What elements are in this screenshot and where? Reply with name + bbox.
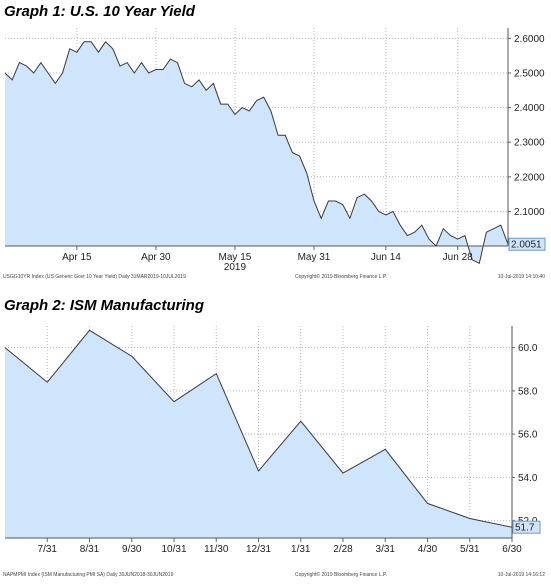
x-tick-label-12-31: 12/31 bbox=[246, 544, 271, 555]
ism-footer-timestamp: 10-Jul-2019 14:16:12 bbox=[498, 572, 545, 578]
y-tick-label-2-4000: 2.4000 bbox=[514, 103, 545, 114]
x-tick-label-6-30: 6/30 bbox=[502, 544, 522, 555]
x-tick-label-11-30: 11/30 bbox=[204, 544, 229, 555]
x-tick-label-may-15: May 15 bbox=[219, 252, 252, 263]
yield-footer-copyright: Copyright© 2019 Bloomberg Finance L.P. bbox=[295, 273, 387, 280]
x-tick-label-8-31: 8/31 bbox=[80, 544, 100, 555]
yield-footer-timestamp: 10-Jul-2019 14:10:40 bbox=[498, 274, 545, 280]
y-tick-label-2-2000: 2.2000 bbox=[514, 172, 545, 183]
ism-area bbox=[5, 330, 512, 538]
x-tick-label-9-30: 9/30 bbox=[122, 544, 142, 555]
yield-y-ticks: 2.6000 2.5000 2.4000 2.3000 2.2000 2.1000 bbox=[508, 34, 545, 218]
x-tick-label-may-31: May 31 bbox=[298, 252, 331, 263]
y-tick-label-2-5000: 2.5000 bbox=[514, 68, 545, 79]
x-tick-label-10-31: 10/31 bbox=[161, 544, 186, 555]
y-tick-label-60-0: 60.0 bbox=[518, 343, 538, 354]
x-tick-label-3-31: 3/31 bbox=[376, 544, 396, 555]
x-tick-label-4-30: 4/30 bbox=[418, 544, 438, 555]
ism-footer-copyright: Copyright© 2019 Bloomberg Finance L.P. bbox=[295, 571, 387, 578]
yield-x-ticks: Apr 15 Apr 30 May 15 May 31 Jun 14 Jun 28 bbox=[62, 246, 473, 263]
ism-footer-source: NAPMPMI Index (ISM Manufacturing PMI SA)… bbox=[3, 572, 174, 578]
x-tick-label-apr-15: Apr 15 bbox=[62, 252, 92, 263]
x-tick-label-apr-30: Apr 30 bbox=[141, 252, 171, 263]
ism-chart: 60.058.056.054.052.0 7/318/319/3010/3111… bbox=[3, 326, 545, 578]
y-tick-label-54-0: 54.0 bbox=[518, 473, 538, 484]
y-tick-label-2-3000: 2.3000 bbox=[514, 138, 545, 149]
graph2-title: Graph 2: ISM Manufacturing bbox=[4, 297, 205, 314]
yield-last-value-badge bbox=[508, 237, 546, 251]
year-label: 2019 bbox=[224, 262, 247, 273]
yield-footer-source: USGG10YR Index (US Generic Govt 10 Year … bbox=[3, 274, 186, 280]
ism-last-value: 51.7 bbox=[515, 523, 535, 534]
x-tick-label-7-31: 7/31 bbox=[38, 544, 58, 555]
y-tick-label-2-1000: 2.1000 bbox=[514, 207, 545, 218]
yield-last-value: 2.0051 bbox=[511, 240, 542, 251]
x-tick-label-jun-28: Jun 28 bbox=[443, 252, 473, 263]
yield-chart: 2.6000 2.5000 2.4000 2.3000 2.2000 2.1000 Apr… bbox=[3, 28, 546, 280]
ism-y-ticks: 60.058.056.054.052.0 bbox=[512, 343, 538, 527]
graph1-title: Graph 1: U.S. 10 Year Yield bbox=[4, 3, 195, 20]
ism-x-ticks: 7/31 8/31 9/30 10/31 11/30 12/31 1/31 2/28 3/31 4… bbox=[38, 538, 522, 555]
ism-last-value-badge bbox=[512, 520, 541, 534]
x-tick-label-5-31: 5/31 bbox=[460, 544, 480, 555]
yield-area bbox=[5, 41, 508, 264]
x-tick-label-2-28: 2/28 bbox=[333, 544, 353, 555]
x-tick-label-1-31: 1/31 bbox=[291, 544, 311, 555]
y-tick-label-2-6000: 2.6000 bbox=[514, 34, 545, 45]
x-tick-label-jun-14: Jun 14 bbox=[371, 252, 401, 263]
y-tick-label-56-0: 56.0 bbox=[518, 430, 538, 441]
yield-line bbox=[4, 41, 509, 265]
ism-line bbox=[4, 329, 513, 528]
y-tick-label-58-0: 58.0 bbox=[518, 386, 538, 397]
